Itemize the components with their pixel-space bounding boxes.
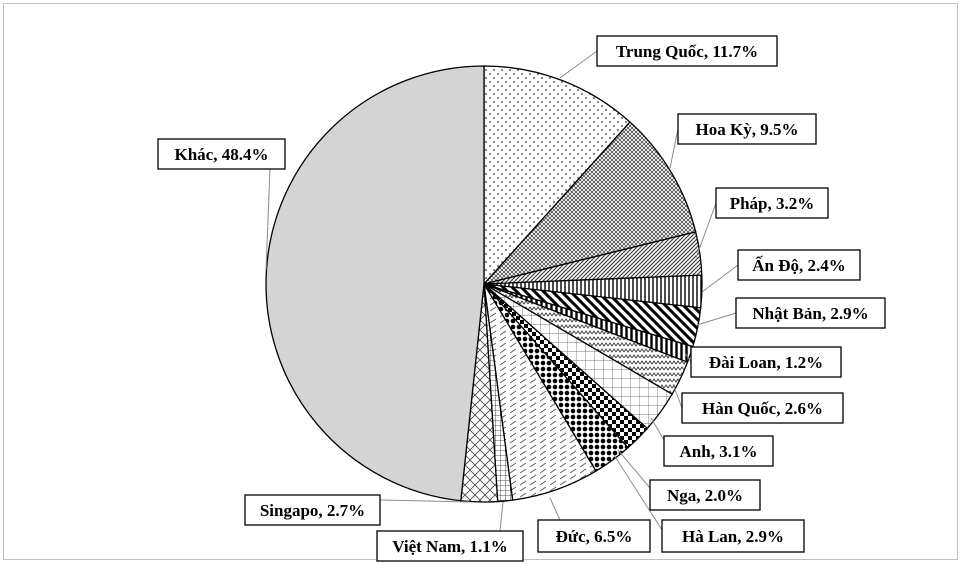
slice-label-singapo: Singapo, 2.7% bbox=[244, 494, 381, 526]
slice-label-an-do: Ấn Độ, 2.4% bbox=[737, 249, 861, 281]
slice-label-box bbox=[663, 435, 774, 467]
pie-slice-trung-quoc bbox=[483, 65, 631, 286]
slice-label-text: Trung Quốc, 11.7% bbox=[616, 42, 758, 61]
slice-label-box bbox=[649, 479, 761, 511]
slice-label-nhat-ban: Nhật Bản, 2.9% bbox=[735, 297, 886, 329]
slice-labels: Trung Quốc, 11.7% Hoa Kỳ, 9.5% Pháp, 3.2% Ấ… bbox=[157, 35, 886, 562]
slice-label-trung-quoc: Trung Quốc, 11.7% bbox=[596, 35, 778, 67]
slice-label-duc: Đức, 6.5% bbox=[537, 519, 651, 553]
leader-line-nhat-ban bbox=[696, 312, 737, 326]
slice-label-han-quoc: Hàn Quốc, 2.6% bbox=[681, 392, 844, 424]
slice-label-text: Đức, 6.5% bbox=[556, 527, 633, 546]
slice-label-box bbox=[596, 35, 778, 67]
slice-label-text: Nga, 2.0% bbox=[667, 486, 743, 505]
slice-label-text: Hà Lan, 2.9% bbox=[682, 527, 784, 546]
leader-line-hoa-ky bbox=[669, 128, 679, 169]
leader-line-dai-loan bbox=[684, 352, 692, 363]
slice-label-box bbox=[735, 297, 886, 329]
slice-label-text: Hàn Quốc, 2.6% bbox=[702, 399, 823, 418]
slice-label-dai-loan: Đài Loan, 1.2% bbox=[690, 346, 842, 378]
leader-line-khac bbox=[265, 168, 271, 271]
slice-label-text: Anh, 3.1% bbox=[680, 442, 758, 461]
slice-label-hoa-ky: Hoa Kỳ, 9.5% bbox=[677, 113, 817, 145]
leader-lines bbox=[265, 50, 739, 532]
leader-line-ha-lan bbox=[613, 454, 663, 531]
slice-label-box bbox=[537, 519, 651, 553]
slice-label-text: Singapo, 2.7% bbox=[260, 501, 365, 520]
slice-label-box bbox=[737, 249, 861, 281]
slice-label-khac: Khác, 48.4% bbox=[157, 138, 286, 170]
slice-label-text: Hoa Kỳ, 9.5% bbox=[696, 120, 799, 139]
slice-label-box bbox=[681, 392, 844, 424]
leader-line-han-quoc bbox=[672, 383, 683, 409]
leader-line-singapo bbox=[379, 499, 471, 503]
leader-line-viet-nam bbox=[499, 501, 504, 532]
slice-label-phap: Pháp, 3.2% bbox=[715, 187, 829, 219]
leader-line-phap bbox=[695, 202, 717, 259]
pie-slice-hoa-ky bbox=[482, 121, 697, 286]
leader-line-nga bbox=[617, 449, 651, 489]
slice-label-text: Nhật Bản, 2.9% bbox=[752, 304, 868, 323]
slice-label-box bbox=[157, 138, 286, 170]
pie-slice-khac bbox=[265, 65, 485, 502]
leader-line-trung-quoc bbox=[559, 50, 598, 79]
slice-label-box bbox=[244, 494, 381, 526]
slice-label-box bbox=[715, 187, 829, 219]
leader-line-anh bbox=[650, 417, 665, 441]
slice-label-box bbox=[661, 519, 805, 553]
slice-label-text: Đài Loan, 1.2% bbox=[709, 353, 823, 372]
slice-label-box bbox=[690, 346, 842, 378]
slice-label-anh: Anh, 3.1% bbox=[663, 435, 774, 467]
pie-slices bbox=[265, 65, 703, 503]
leader-line-duc bbox=[549, 497, 561, 521]
slice-label-nga: Nga, 2.0% bbox=[649, 479, 761, 511]
leader-line-an-do bbox=[701, 264, 739, 293]
slice-label-text: Khác, 48.4% bbox=[175, 145, 269, 164]
slice-label-box bbox=[677, 113, 817, 145]
slice-label-box bbox=[376, 530, 524, 562]
slice-label-text: Ấn Độ, 2.4% bbox=[752, 256, 846, 275]
slice-label-text: Pháp, 3.2% bbox=[730, 194, 815, 213]
slice-label-ha-lan: Hà Lan, 2.9% bbox=[661, 519, 805, 553]
slice-label-text: Việt Nam, 1.1% bbox=[392, 537, 508, 556]
slice-label-viet-nam: Việt Nam, 1.1% bbox=[376, 530, 524, 562]
